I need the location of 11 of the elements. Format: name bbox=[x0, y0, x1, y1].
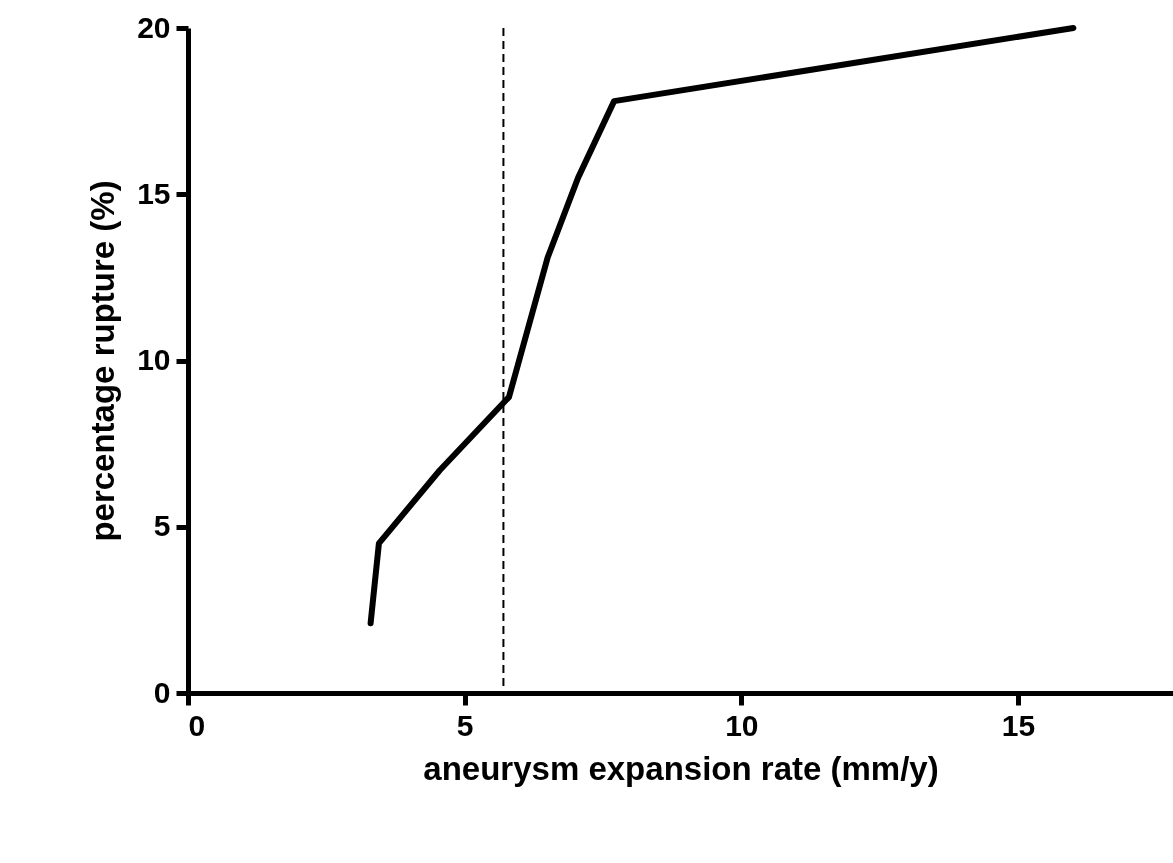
x-tick-label: 0 bbox=[188, 708, 206, 742]
y-tick-label: 20 bbox=[137, 10, 171, 44]
x-tick-label: 10 bbox=[725, 708, 759, 742]
y-tick-label: 10 bbox=[137, 343, 171, 376]
x-tick-label: 5 bbox=[456, 708, 474, 742]
y-tick-label: 15 bbox=[137, 176, 171, 210]
y-axis-title: percentage rupture (%) bbox=[84, 180, 122, 542]
y-tick-label: 5 bbox=[153, 509, 171, 543]
x-tick-label: 15 bbox=[1001, 708, 1036, 742]
x-axis-title: aneurysm expansion rate (mm/y) bbox=[423, 749, 939, 787]
y-tick-label: 0 bbox=[153, 675, 171, 709]
